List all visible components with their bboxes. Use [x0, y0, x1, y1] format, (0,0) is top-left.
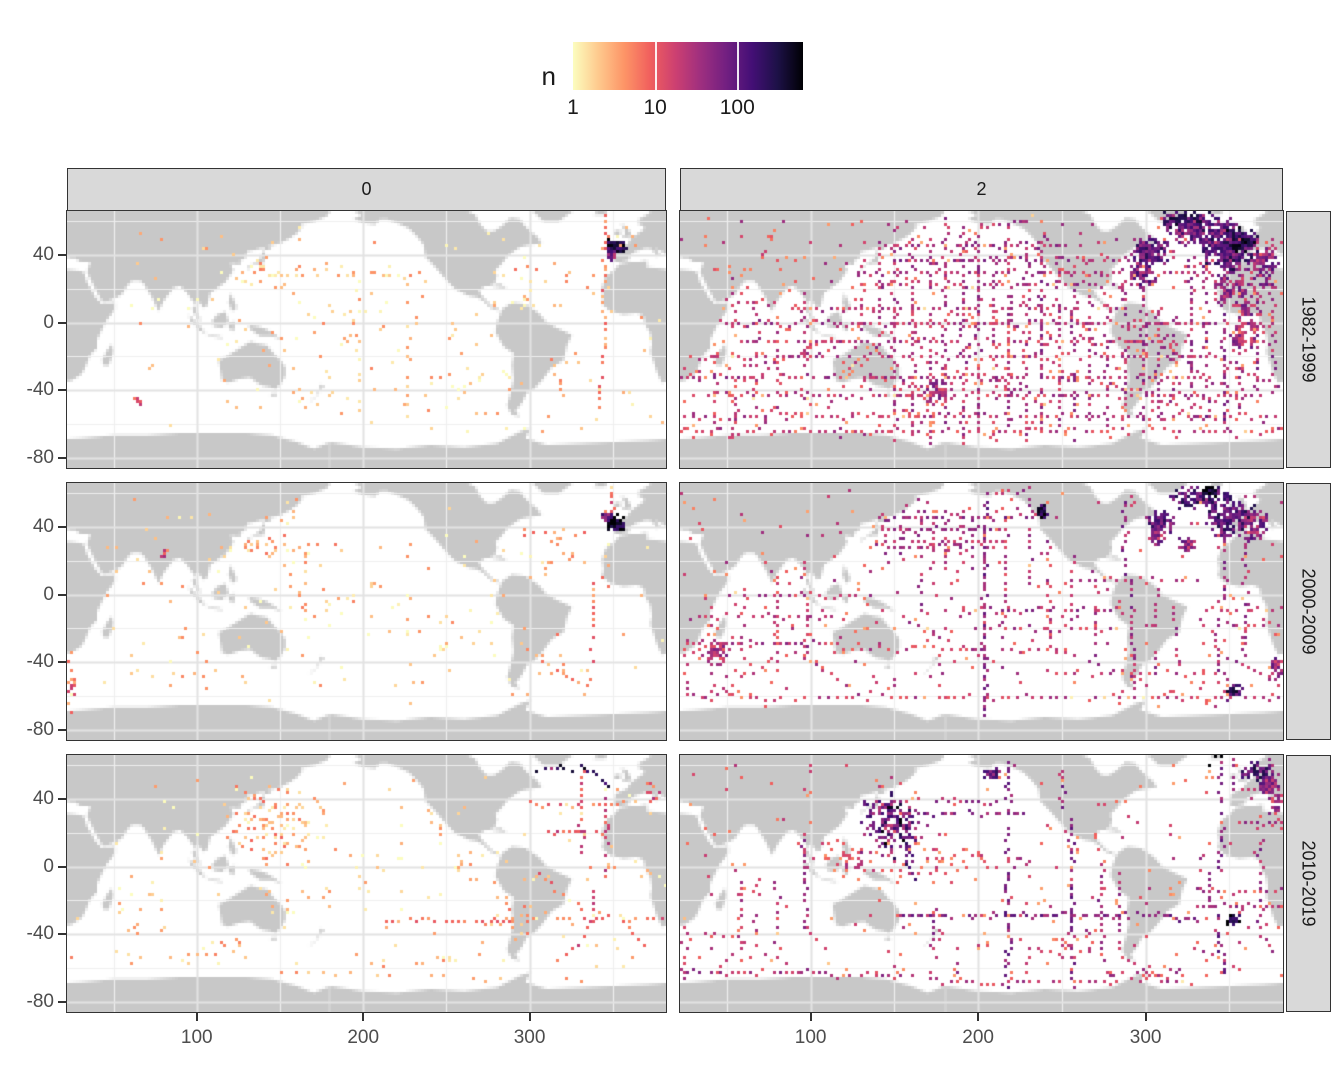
y-tick-mark	[58, 1000, 66, 1003]
facet-strip-row-1982-1999: 1982-1999	[1286, 211, 1331, 468]
y-tick-label: 0	[43, 855, 54, 877]
y-tick-mark	[58, 593, 66, 596]
x-tick-mark	[1144, 1013, 1147, 1021]
map-panel-2-2000-2009	[678, 481, 1284, 741]
x-tick-label: 300	[513, 1027, 546, 1048]
y-tick-label: 0	[43, 311, 54, 333]
x-tick-mark	[528, 1013, 531, 1021]
x-tick-mark	[195, 1013, 198, 1021]
y-tick-mark	[58, 728, 66, 731]
x-tick-mark	[977, 1013, 980, 1021]
x-tick-label: 300	[1129, 1027, 1162, 1048]
map-panel-0-2010-2019	[65, 753, 667, 1013]
y-tick-label: 40	[32, 515, 54, 537]
y-tick-label: 40	[32, 787, 54, 809]
legend-title: n	[541, 61, 556, 91]
y-tick-label: -80	[26, 446, 54, 468]
map-canvas	[66, 754, 666, 1012]
colorbar	[573, 42, 803, 90]
colorbar-tick	[655, 42, 657, 90]
map-panel-0-2000-2009	[65, 481, 667, 741]
facet-strip-col-2: 2	[680, 168, 1283, 211]
y-tick-mark	[58, 661, 66, 664]
map-canvas	[66, 482, 666, 740]
facet-strip-row-2010-2019: 2010-2019	[1286, 755, 1331, 1012]
y-tick-mark	[58, 389, 66, 392]
map-canvas	[679, 754, 1283, 1012]
map-panel-0-1982-1999	[65, 209, 667, 469]
y-tick-mark	[58, 525, 66, 528]
x-tick-mark	[362, 1013, 365, 1021]
y-tick-label: -80	[26, 718, 54, 740]
y-tick-label: -80	[26, 990, 54, 1012]
y-tick-label: -40	[26, 651, 54, 673]
colorbar-tick-label: 10	[643, 96, 667, 119]
map-panel-2-1982-1999	[678, 209, 1284, 469]
colorbar-tick	[737, 42, 739, 90]
y-tick-mark	[58, 253, 66, 256]
y-tick-label: 40	[32, 243, 54, 265]
y-tick-label: -40	[26, 379, 54, 401]
x-tick-label: 200	[962, 1027, 994, 1048]
y-tick-mark	[58, 456, 66, 459]
facet-strip-col-0-label: 0	[361, 179, 372, 199]
facet-strip-col-2-label: 2	[976, 179, 987, 199]
y-tick-label: 0	[43, 583, 54, 605]
map-canvas	[66, 210, 666, 468]
x-tick-label: 200	[347, 1027, 380, 1048]
map-canvas	[679, 210, 1283, 468]
y-tick-label: -40	[26, 923, 54, 945]
y-tick-mark	[58, 865, 66, 868]
y-tick-mark	[58, 933, 66, 936]
x-tick-label: 100	[794, 1027, 827, 1048]
x-tick-mark	[809, 1013, 812, 1021]
colorbar-tick-label: 100	[719, 96, 755, 119]
y-tick-mark	[58, 797, 66, 800]
x-tick-label: 100	[180, 1027, 213, 1048]
map-canvas	[679, 482, 1283, 740]
colorbar-tick-label: 1	[567, 96, 579, 119]
facet-strip-row-2000-2009-label: 2000-2009	[1299, 568, 1319, 655]
map-panel-2-2010-2019	[678, 753, 1284, 1013]
y-tick-mark	[58, 321, 66, 324]
facet-strip-row-1982-1999-label: 1982-1999	[1299, 296, 1319, 383]
facet-strip-row-2010-2019-label: 2010-2019	[1299, 840, 1319, 927]
facet-strip-col-0: 0	[67, 168, 666, 211]
facet-strip-row-2000-2009: 2000-2009	[1286, 483, 1331, 740]
